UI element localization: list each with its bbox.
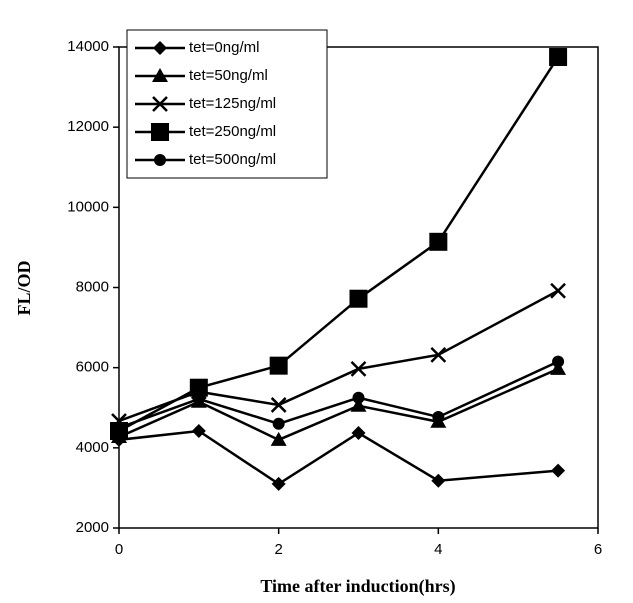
x-tick-label: 4 — [434, 541, 442, 558]
marker — [430, 346, 447, 363]
marker — [429, 232, 448, 251]
marker — [151, 123, 169, 141]
y-axis-label: FL/OD — [14, 260, 34, 315]
marker — [271, 476, 286, 491]
series-line — [118, 56, 560, 433]
marker — [152, 68, 168, 82]
marker — [432, 410, 445, 423]
marker — [350, 360, 367, 377]
legend-label: tet=50ng/ml — [189, 67, 268, 84]
y-tick-label: 6000 — [76, 359, 109, 376]
series-line — [118, 289, 559, 423]
series-line — [118, 367, 559, 442]
marker — [270, 397, 287, 413]
marker — [153, 41, 167, 55]
series-line — [118, 429, 559, 486]
marker — [549, 48, 568, 67]
legend-label: tet=125ng/ml — [189, 95, 276, 112]
marker — [352, 391, 365, 404]
y-tick-label: 2000 — [76, 519, 109, 536]
marker — [191, 423, 206, 438]
x-tick-label: 6 — [594, 541, 602, 558]
marker — [431, 473, 446, 488]
marker — [272, 417, 285, 430]
marker — [270, 431, 287, 446]
marker — [350, 397, 367, 412]
y-tick-label: 4000 — [76, 439, 109, 456]
marker — [189, 378, 208, 397]
y-tick-label: 14000 — [67, 38, 109, 55]
marker — [269, 356, 288, 375]
y-tick-label: 10000 — [67, 198, 109, 215]
marker — [550, 282, 566, 299]
y-tick-label: 8000 — [76, 278, 109, 295]
marker — [152, 96, 168, 112]
marker — [349, 289, 368, 308]
marker — [192, 392, 205, 405]
series-line — [118, 360, 559, 429]
legend-label: tet=250ng/ml — [189, 123, 276, 140]
y-tick-label: 12000 — [67, 118, 109, 135]
marker — [550, 360, 567, 375]
x-tick-label: 0 — [115, 541, 123, 558]
marker — [552, 355, 565, 368]
marker — [351, 426, 366, 441]
marker — [154, 154, 166, 166]
marker — [551, 463, 566, 478]
x-tick-label: 2 — [274, 541, 282, 558]
legend-label: tet=0ng/ml — [189, 39, 259, 56]
x-axis-label: Time after induction(hrs) — [260, 576, 455, 597]
legend-label: tet=500ng/ml — [189, 151, 276, 168]
marker — [113, 421, 125, 434]
